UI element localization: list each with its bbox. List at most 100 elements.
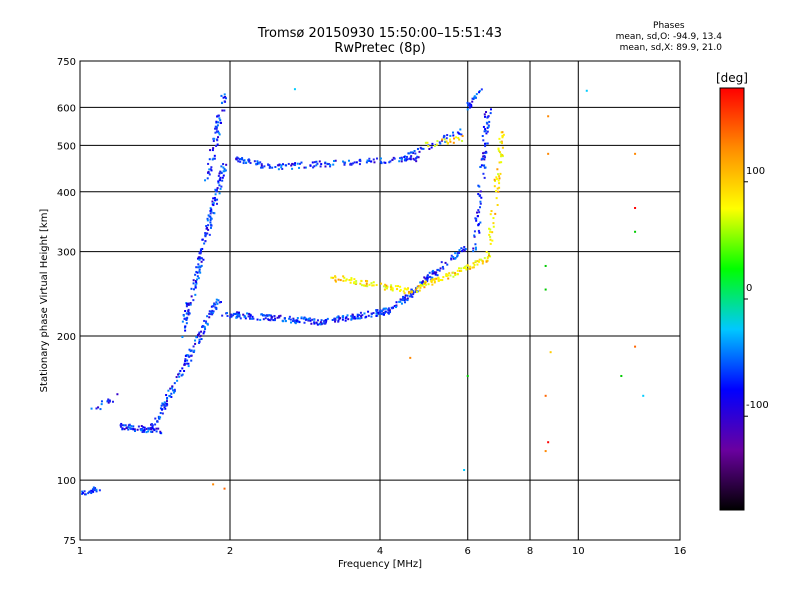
- data-point: [291, 162, 294, 165]
- data-point: [342, 315, 345, 318]
- grid-lines: [80, 61, 680, 540]
- data-point: [313, 165, 316, 168]
- data-point: [209, 219, 212, 222]
- data-point: [333, 317, 336, 320]
- data-point: [349, 281, 352, 284]
- data-point: [204, 232, 207, 235]
- data-point: [468, 106, 471, 109]
- data-point: [140, 429, 143, 432]
- data-point: [202, 258, 205, 261]
- data-point: [198, 331, 201, 334]
- data-point: [195, 281, 198, 284]
- chart-subtitle: RwPretec (8p): [334, 41, 426, 56]
- data-point: [320, 163, 323, 166]
- data-point: [284, 164, 287, 167]
- data-point: [211, 200, 214, 203]
- data-point: [439, 142, 442, 145]
- data-point: [424, 280, 427, 283]
- data-point: [432, 272, 435, 275]
- data-point: [479, 200, 482, 203]
- data-point: [372, 312, 375, 315]
- data-point: [132, 425, 135, 428]
- data-point: [214, 125, 217, 128]
- data-point: [430, 280, 433, 283]
- data-point: [211, 313, 214, 316]
- data-point: [300, 316, 303, 319]
- data-point: [468, 102, 471, 105]
- data-point: [489, 235, 492, 238]
- data-point: [494, 212, 497, 215]
- data-point: [339, 317, 342, 320]
- data-point: [192, 279, 195, 282]
- data-point: [90, 407, 93, 410]
- data-point: [133, 430, 136, 433]
- data-point: [474, 248, 477, 251]
- data-point: [92, 486, 95, 489]
- data-point: [288, 315, 291, 318]
- data-point: [476, 211, 479, 214]
- data-point: [219, 179, 222, 182]
- data-point: [439, 267, 442, 270]
- data-point: [479, 190, 482, 193]
- data-point: [366, 280, 369, 283]
- data-point: [151, 426, 154, 429]
- data-point: [116, 393, 119, 396]
- x-axis-label: Frequency [MHz]: [338, 559, 422, 570]
- data-point: [181, 335, 184, 338]
- data-point: [456, 269, 459, 272]
- data-point: [407, 287, 410, 290]
- data-point: [434, 273, 437, 276]
- data-point: [389, 285, 392, 288]
- data-point: [353, 282, 356, 285]
- data-point: [367, 310, 370, 313]
- data-point: [474, 246, 477, 249]
- phases-heading: Phases: [653, 21, 685, 31]
- data-point: [230, 313, 233, 316]
- x-tick-label: 16: [674, 546, 687, 557]
- data-point: [361, 314, 364, 317]
- data-point: [498, 177, 501, 180]
- data-point: [634, 230, 637, 233]
- data-point: [496, 204, 499, 207]
- data-point: [337, 319, 340, 322]
- data-point: [452, 256, 455, 259]
- data-point: [206, 323, 209, 326]
- data-point: [446, 274, 449, 277]
- data-point: [487, 252, 490, 255]
- data-point: [498, 161, 501, 164]
- data-point: [472, 266, 475, 269]
- data-point: [495, 190, 498, 193]
- data-point: [277, 168, 280, 171]
- data-point: [159, 430, 162, 433]
- data-point: [107, 399, 110, 402]
- data-point: [165, 400, 168, 403]
- y-tick-label: 750: [57, 57, 76, 68]
- data-point: [494, 179, 497, 182]
- data-point: [307, 318, 310, 321]
- data-point: [461, 250, 464, 253]
- data-point: [107, 398, 110, 401]
- data-point: [501, 136, 504, 139]
- phases-legend: Phases mean, sd,O: -94.9, 13.4 mean, sd,…: [616, 21, 722, 54]
- data-point: [426, 277, 429, 280]
- data-point: [428, 271, 431, 274]
- data-point: [385, 284, 388, 287]
- data-point: [372, 284, 375, 287]
- data-point: [221, 179, 224, 182]
- data-point: [409, 356, 412, 359]
- data-point: [203, 242, 206, 245]
- data-point: [381, 313, 384, 316]
- data-point: [343, 163, 346, 166]
- data-point: [217, 121, 220, 124]
- data-point: [312, 166, 315, 169]
- data-point: [404, 159, 407, 162]
- data-point: [483, 176, 486, 179]
- data-point: [184, 317, 187, 320]
- data-point: [461, 139, 464, 142]
- data-point: [432, 278, 435, 281]
- data-point: [136, 428, 139, 431]
- data-point: [224, 169, 227, 172]
- data-point: [290, 321, 293, 324]
- data-point: [187, 313, 190, 316]
- data-point: [165, 404, 168, 407]
